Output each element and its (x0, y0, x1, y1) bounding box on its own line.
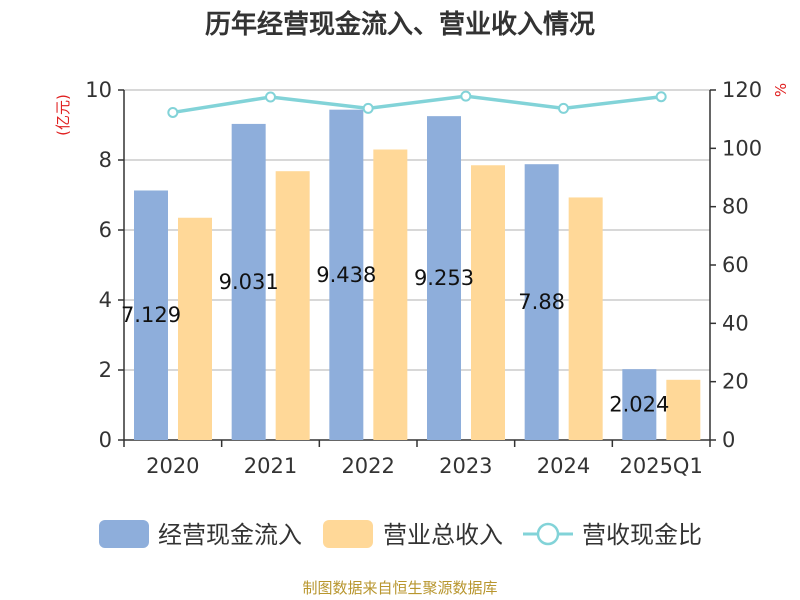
x-tick-label: 2021 (244, 454, 297, 478)
bar-revenue (471, 165, 505, 440)
left-tick-label: 4 (99, 288, 112, 312)
bar-cash-inflow (134, 190, 168, 440)
bar-cash-inflow (622, 369, 657, 440)
data-labels-group: 7.129 9.031 9.438 9.253 7.88 2.024 (121, 263, 669, 417)
bar-cash-inflow (524, 164, 559, 440)
legend-swatch-cash-inflow (99, 520, 149, 548)
bar-cash-inflow (329, 109, 364, 441)
bar-revenue (666, 379, 701, 440)
bar-revenue (275, 171, 310, 440)
left-axis-label: (亿元) (54, 94, 72, 136)
right-tick-label: 20 (722, 370, 749, 394)
data-label: 2.024 (609, 393, 669, 417)
legend-swatch-revenue (323, 520, 373, 548)
source-note: 制图数据来自恒生聚源数据库 (302, 579, 497, 597)
x-tick-label: 2025Q1 (619, 454, 702, 478)
x-tick-label: 2023 (439, 454, 492, 478)
bar-cash-inflow (427, 116, 461, 441)
bar-revenue (373, 149, 408, 440)
right-axis-label: % (772, 83, 790, 97)
gridlines (124, 89, 710, 371)
right-tick-label: 100 (722, 136, 762, 160)
legend-label-revenue: 营业总收入 (383, 521, 503, 549)
data-label: 7.129 (121, 303, 181, 327)
ratio-line-group (167, 90, 667, 118)
right-tick-label: 120 (722, 78, 762, 102)
ratio-point (362, 102, 374, 114)
bars-group (134, 109, 701, 441)
bar-cash-inflow (231, 123, 266, 440)
x-tick-label: 2024 (537, 454, 590, 478)
legend-label-cash-inflow: 经营现金流入 (158, 521, 302, 549)
right-tick-label: 0 (722, 428, 735, 452)
right-tick-label: 40 (722, 311, 749, 335)
x-tick-label: 2020 (146, 454, 199, 478)
left-tick-label: 2 (99, 358, 112, 382)
ratio-point (265, 91, 276, 103)
bar-revenue (568, 197, 603, 440)
data-label: 9.438 (316, 263, 376, 287)
legend-marker-ratio (536, 522, 560, 546)
data-label: 7.88 (518, 290, 565, 314)
right-tick-label: 80 (722, 195, 749, 219)
ratio-point (655, 91, 667, 103)
ratio-point (167, 106, 179, 118)
legend-label-ratio: 营收现金比 (582, 521, 702, 549)
ratio-point (460, 90, 472, 102)
legend: 经营现金流入 营业总收入 营收现金比 (99, 520, 702, 549)
chart-title: 历年经营现金流入、营业收入情况 (205, 9, 595, 40)
right-tick-label: 60 (722, 253, 749, 277)
left-tick-label: 8 (99, 148, 112, 172)
left-tick-label: 6 (99, 218, 112, 242)
data-label: 9.031 (219, 270, 279, 294)
data-label: 9.253 (414, 266, 474, 290)
bar-revenue (178, 217, 212, 440)
ratio-point (558, 102, 569, 114)
left-tick-label: 10 (85, 78, 112, 102)
ratio-line (172, 94, 662, 115)
x-tick-label: 2022 (341, 454, 394, 478)
left-tick-label: 0 (99, 428, 112, 452)
